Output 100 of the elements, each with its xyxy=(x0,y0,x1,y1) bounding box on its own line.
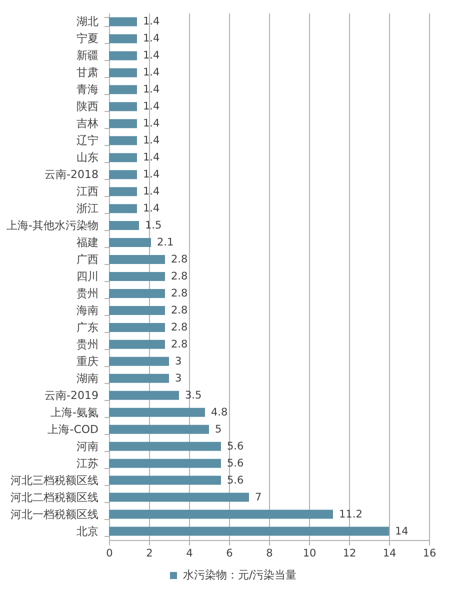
y-tick-label: 宁夏 xyxy=(76,32,98,46)
bar xyxy=(109,272,165,281)
x-tick-label: 10 xyxy=(302,548,316,560)
data-label: 3 xyxy=(175,372,182,384)
y-tick-label: 广西 xyxy=(76,253,98,266)
data-label: 2.8 xyxy=(171,270,188,282)
bar xyxy=(109,34,137,44)
bar xyxy=(109,340,165,349)
data-label: 1.5 xyxy=(145,220,162,232)
data-label: 2.1 xyxy=(157,236,174,249)
bar xyxy=(109,187,137,196)
data-label: 1.4 xyxy=(143,186,160,198)
bar xyxy=(109,374,169,383)
y-tick-label: 辽宁 xyxy=(76,134,98,148)
y-tick-label: 山东 xyxy=(76,151,98,164)
bar xyxy=(109,322,165,332)
bar xyxy=(109,221,139,230)
data-label: 5.6 xyxy=(227,474,244,486)
data-label: 2.8 xyxy=(171,338,188,350)
y-tick-label: 青海 xyxy=(76,83,98,96)
y-tick-label: 上海-氨氮 xyxy=(50,406,98,419)
bar xyxy=(109,288,165,298)
y-tick-label: 贵州 xyxy=(76,338,98,351)
data-label: 2.8 xyxy=(171,321,188,334)
x-tick-label: 2 xyxy=(146,548,153,560)
x-tick-label: 0 xyxy=(106,548,113,560)
bar xyxy=(109,238,151,248)
y-tick-label: 福建 xyxy=(76,236,98,250)
x-tick-label: 16 xyxy=(422,548,436,560)
bar xyxy=(109,119,137,128)
y-tick-label: 重庆 xyxy=(76,354,98,368)
data-label: 2.8 xyxy=(171,254,188,266)
data-label: 1.4 xyxy=(143,16,160,28)
bar xyxy=(109,136,137,146)
bar xyxy=(109,424,209,434)
y-tick-label: 河北一档税额区线 xyxy=(10,508,98,521)
data-label: 1.4 xyxy=(143,84,160,96)
bar xyxy=(109,510,333,519)
bar xyxy=(109,492,249,502)
x-tick-label: 8 xyxy=(266,548,273,560)
data-label: 2.8 xyxy=(171,287,188,300)
y-tick-label: 浙江 xyxy=(76,202,98,216)
data-label: 1.4 xyxy=(143,134,160,147)
x-tick-label: 4 xyxy=(186,548,194,560)
data-label: 3 xyxy=(175,355,182,368)
y-tick-label: 陕西 xyxy=(76,100,98,114)
y-tick-label: 云南-2018 xyxy=(44,168,98,182)
data-label: 14 xyxy=(395,525,409,538)
y-tick-label: 上海-COD xyxy=(48,422,98,436)
bar xyxy=(109,102,137,112)
data-label: 1.4 xyxy=(143,100,160,113)
y-tick-label: 河南 xyxy=(76,440,98,453)
data-label: 2.8 xyxy=(171,304,188,316)
data-label: 1.4 xyxy=(143,118,160,130)
y-tick-label: 河北三档税额区线 xyxy=(10,474,98,487)
y-tick-label: 湖北 xyxy=(76,15,98,28)
data-label: 4.8 xyxy=(211,406,228,418)
data-label: 7 xyxy=(255,491,262,504)
y-tick-label: 吉林 xyxy=(76,117,98,130)
y-tick-label: 上海-其他水污染物 xyxy=(6,219,98,232)
y-tick-label: 湖南 xyxy=(76,372,98,385)
x-tick-label: 12 xyxy=(342,548,356,560)
y-tick-label: 河北二档税额区线 xyxy=(10,490,98,504)
bar xyxy=(109,255,165,264)
y-tick-label: 海南 xyxy=(76,304,98,317)
bar xyxy=(109,17,137,26)
bar xyxy=(109,356,169,366)
y-tick-label: 江苏 xyxy=(76,456,98,470)
data-label: 1.4 xyxy=(143,168,160,181)
y-tick-label: 云南-2019 xyxy=(44,388,98,402)
bar xyxy=(109,306,165,315)
data-label: 1.4 xyxy=(143,152,160,164)
data-label: 11.2 xyxy=(339,508,362,520)
bar xyxy=(109,476,221,485)
y-tick-label: 北京 xyxy=(76,524,98,538)
y-tick-label: 新疆 xyxy=(76,49,98,62)
bar xyxy=(109,68,137,78)
legend-label: 水污染物：元/污染当量 xyxy=(183,568,297,582)
data-label: 5.6 xyxy=(227,457,244,470)
y-tick-label: 甘肃 xyxy=(76,66,98,80)
x-tick-label: 6 xyxy=(226,548,234,560)
bar xyxy=(109,153,137,162)
y-tick-label: 江西 xyxy=(76,185,98,198)
bar xyxy=(109,170,137,180)
x-tick-label: 14 xyxy=(382,548,396,560)
data-label: 1.4 xyxy=(143,66,160,79)
bar xyxy=(109,526,389,536)
y-tick-label: 广东 xyxy=(76,320,98,334)
bar xyxy=(109,85,137,94)
bar xyxy=(109,442,221,451)
bar xyxy=(109,204,137,214)
data-label: 1.4 xyxy=(143,50,160,62)
data-label: 1.4 xyxy=(143,32,160,45)
y-tick-label: 贵州 xyxy=(76,286,98,300)
data-label: 3.5 xyxy=(185,389,202,402)
bar xyxy=(109,51,137,60)
data-label: 1.4 xyxy=(143,202,160,215)
bar xyxy=(109,408,205,417)
data-label: 5 xyxy=(215,423,222,436)
bar xyxy=(109,458,221,468)
